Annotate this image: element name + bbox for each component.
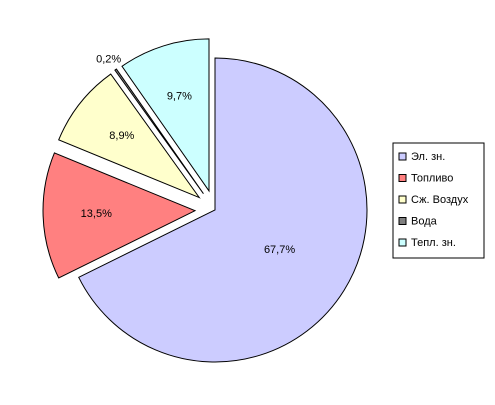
slice-label: 8,9% — [109, 130, 134, 142]
legend-label: Вода — [411, 215, 438, 227]
pie-slice — [58, 73, 201, 199]
pie-slice — [42, 152, 197, 279]
legend-swatch — [398, 174, 407, 182]
pie-slice — [121, 38, 210, 193]
pie-slice — [114, 68, 204, 194]
legend-label: Тепл. зн. — [411, 237, 456, 249]
legend-swatch — [398, 238, 407, 247]
slice-label: 67,7% — [264, 244, 295, 256]
legend-label: Эл. зн. — [411, 151, 445, 163]
legend-swatch — [398, 217, 407, 225]
legend-label: Сж. Воздух — [411, 194, 469, 206]
legend-label: Топливо — [411, 172, 453, 184]
legend-swatch — [398, 152, 407, 161]
legend-box — [392, 142, 485, 259]
legend-swatch — [398, 195, 407, 204]
pie-slice — [78, 57, 368, 363]
slice-label: 13,5% — [81, 208, 112, 220]
slice-label: 9,7% — [167, 91, 192, 103]
slice-label: 0,2% — [96, 54, 121, 66]
